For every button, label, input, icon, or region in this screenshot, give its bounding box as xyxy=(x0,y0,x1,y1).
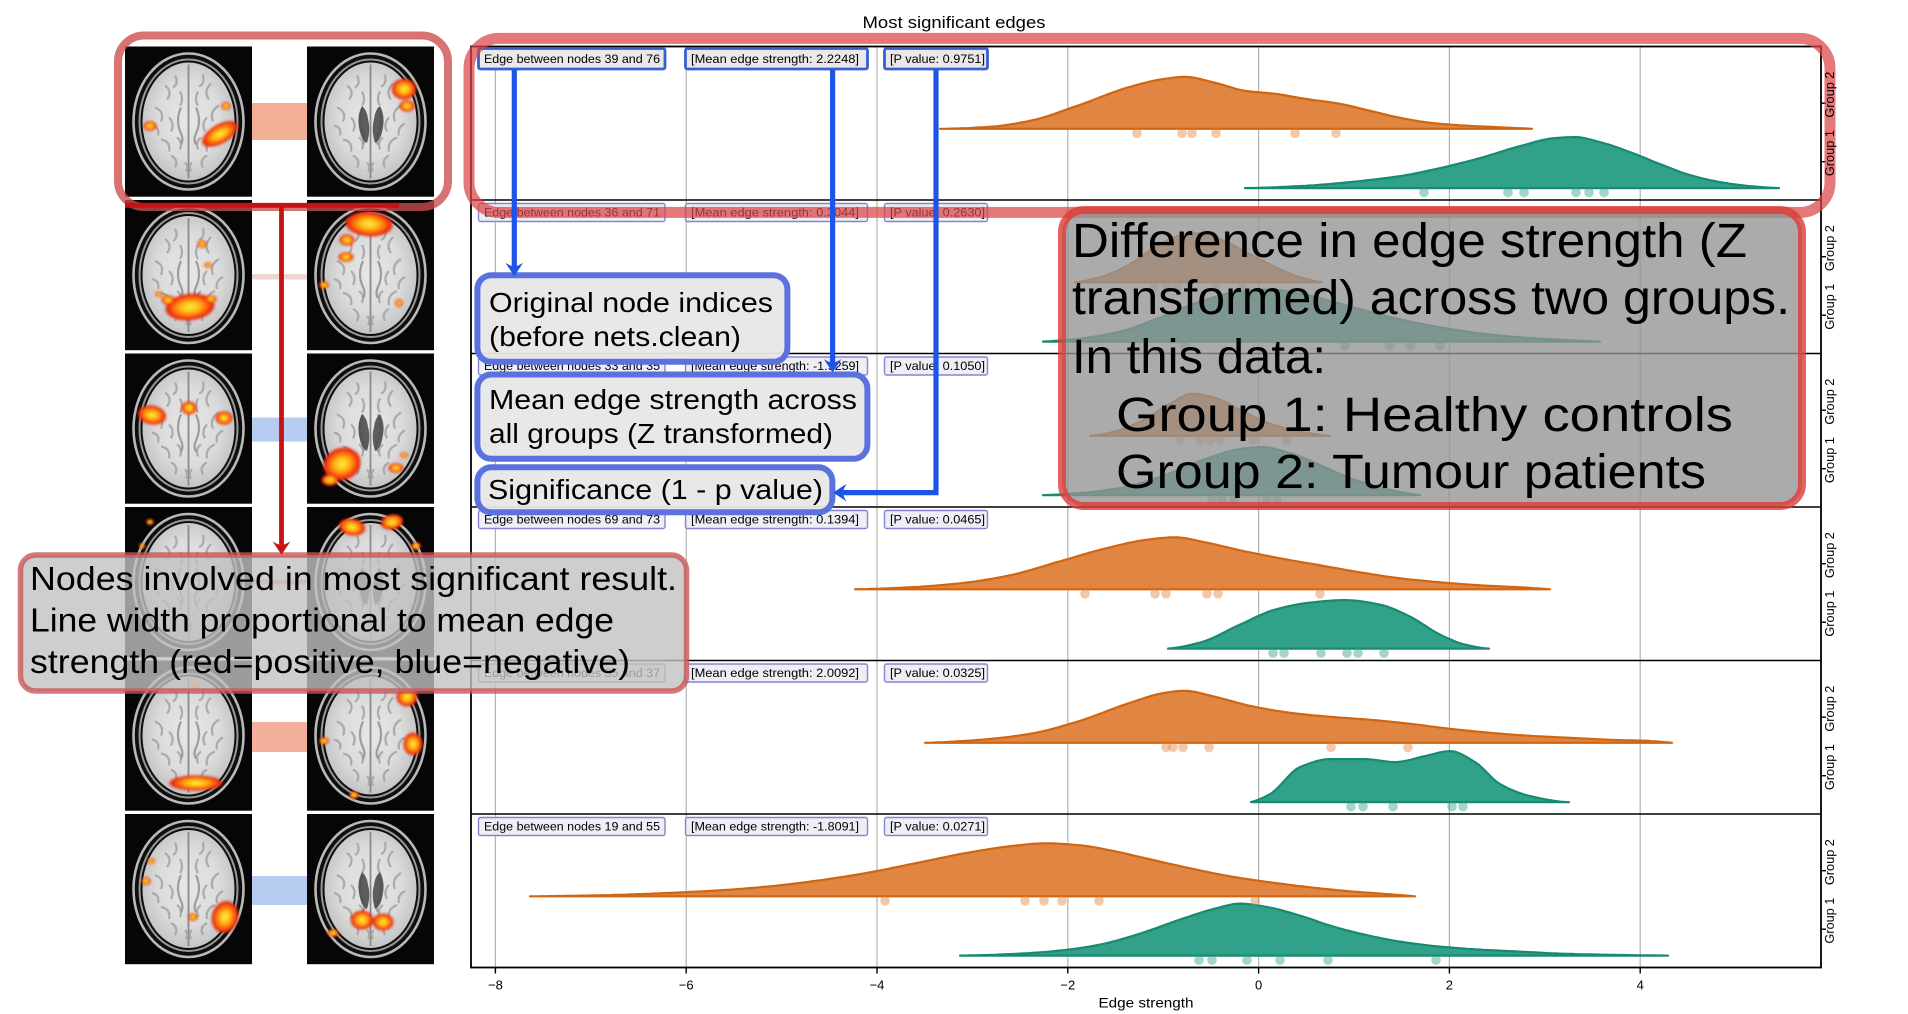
svg-text:[P value: 0.0465]: [P value: 0.0465] xyxy=(890,512,985,526)
svg-text:−6: −6 xyxy=(679,978,694,993)
svg-text:Most significant edges: Most significant edges xyxy=(863,13,1046,32)
svg-text:transformed) across two groups: transformed) across two groups. xyxy=(1072,272,1790,325)
svg-text:−8: −8 xyxy=(488,978,503,993)
svg-text:strength (red=positive, blue=n: strength (red=positive, blue=negative) xyxy=(30,643,630,680)
svg-text:Mean edge strength across: Mean edge strength across xyxy=(489,384,857,415)
svg-text:Group 1: Group 1 xyxy=(1822,130,1837,176)
svg-text:Group 2: Group 2 xyxy=(1822,532,1837,578)
svg-text:Difference in edge strength (Z: Difference in edge strength (Z xyxy=(1072,215,1747,268)
svg-text:all groups (Z transformed): all groups (Z transformed) xyxy=(489,418,833,449)
svg-text:−4: −4 xyxy=(870,978,885,993)
svg-text:[P value: 0.0271]: [P value: 0.0271] xyxy=(890,819,985,833)
svg-text:Group 1: Group 1 xyxy=(1822,744,1837,790)
svg-text:In this data:: In this data: xyxy=(1072,331,1326,384)
svg-text:Group 2: Group 2 xyxy=(1822,225,1837,271)
svg-text:[P value: 0.0325]: [P value: 0.0325] xyxy=(890,666,985,680)
svg-text:[Mean edge strength: 2.0092]: [Mean edge strength: 2.0092] xyxy=(691,666,859,680)
svg-text:Group 1: Group 1 xyxy=(1822,437,1837,483)
svg-text:[P value: 0.9751]: [P value: 0.9751] xyxy=(890,52,985,66)
svg-text:Group 2: Group 2 xyxy=(1822,839,1837,885)
svg-text:Group 1: Group 1 xyxy=(1822,898,1837,944)
svg-text:Line width proportional to mea: Line width proportional to mean edge xyxy=(30,602,614,639)
svg-text:Edge between nodes 39 and 76: Edge between nodes 39 and 76 xyxy=(484,52,660,66)
svg-text:Group 2: Tumour patients: Group 2: Tumour patients xyxy=(1116,446,1706,499)
svg-text:2: 2 xyxy=(1446,978,1453,993)
svg-text:Edge between nodes 19 and 55: Edge between nodes 19 and 55 xyxy=(484,819,660,833)
svg-text:Original node indices: Original node indices xyxy=(489,287,773,318)
svg-text:−2: −2 xyxy=(1060,978,1075,993)
svg-text:(before nets.clean): (before nets.clean) xyxy=(489,321,741,352)
svg-text:Group 2: Group 2 xyxy=(1822,686,1837,732)
svg-text:Group 1: Group 1 xyxy=(1822,591,1837,637)
svg-text:Edge strength: Edge strength xyxy=(1099,996,1194,1011)
svg-text:Group 2: Group 2 xyxy=(1822,379,1837,425)
svg-text:Edge between nodes 69 and 73: Edge between nodes 69 and 73 xyxy=(484,512,660,526)
svg-text:Nodes involved in most signifi: Nodes involved in most significant resul… xyxy=(30,560,677,597)
svg-text:[Mean edge strength: -1.8091]: [Mean edge strength: -1.8091] xyxy=(691,819,859,833)
svg-text:[Mean edge strength: 2.2248]: [Mean edge strength: 2.2248] xyxy=(691,52,859,66)
svg-text:Group 1: Group 1 xyxy=(1822,284,1837,330)
svg-text:Significance (1 - p value): Significance (1 - p value) xyxy=(488,474,823,505)
svg-text:Group 2: Group 2 xyxy=(1822,72,1837,118)
svg-text:Group 1: Healthy controls: Group 1: Healthy controls xyxy=(1116,389,1733,442)
svg-text:0: 0 xyxy=(1255,978,1262,993)
svg-text:[Mean edge strength: 0.1394]: [Mean edge strength: 0.1394] xyxy=(691,512,859,526)
svg-text:4: 4 xyxy=(1637,978,1644,993)
